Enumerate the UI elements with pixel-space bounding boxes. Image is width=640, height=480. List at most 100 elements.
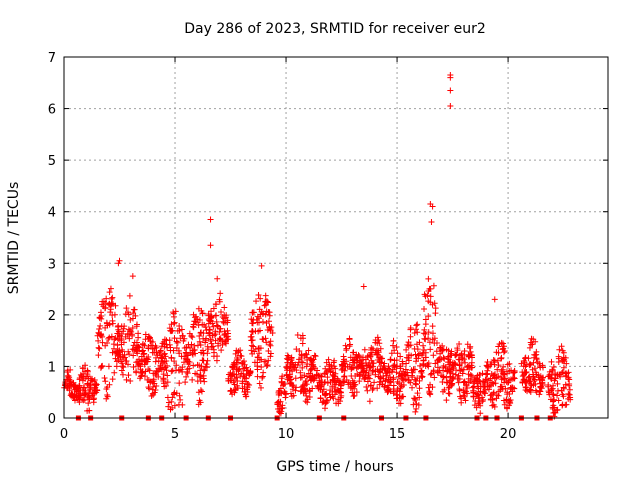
data-point: [485, 364, 492, 371]
data-point: [213, 357, 220, 364]
data-point: [195, 305, 202, 312]
data-point: [536, 377, 543, 384]
data-point: [326, 363, 333, 370]
data-point: [300, 386, 307, 393]
data-point: [256, 356, 263, 363]
data-point: [276, 408, 283, 415]
data-point: [174, 339, 181, 346]
data-point: [170, 309, 177, 316]
data-point: [527, 378, 534, 385]
data-point: [103, 319, 110, 326]
data-point: [414, 390, 421, 397]
data-point: [322, 371, 329, 378]
data-point: [526, 360, 533, 367]
data-point: [449, 370, 456, 377]
data-point: [471, 402, 478, 409]
data-point: [293, 384, 300, 391]
data-point: [123, 305, 130, 312]
data-point: [393, 343, 400, 350]
data-point: [487, 392, 494, 399]
data-point: [427, 371, 434, 378]
data-point: [233, 365, 240, 372]
data-point: [275, 399, 282, 406]
data-point: [384, 368, 391, 375]
data-point: [81, 368, 88, 375]
data-point: [239, 378, 246, 385]
data-point: [125, 361, 132, 368]
data-point: [532, 338, 539, 345]
data-point: [99, 333, 106, 340]
data-point: [256, 315, 263, 322]
data-point: [188, 341, 195, 348]
data-point: [465, 353, 472, 360]
data-point: [554, 380, 561, 387]
data-point: [207, 318, 214, 325]
data-point: [361, 376, 368, 383]
data-point: [476, 399, 483, 406]
data-point: [453, 351, 460, 358]
data-point: [186, 365, 193, 372]
data-point: [310, 356, 317, 363]
data-point: [113, 363, 120, 370]
data-point: [298, 351, 305, 358]
data-point: [288, 379, 295, 386]
data-point: [533, 348, 540, 355]
data-point: [530, 375, 537, 382]
data-point: [201, 378, 208, 385]
data-point: [294, 331, 301, 338]
data-point: [309, 385, 316, 392]
data-point: [129, 273, 136, 280]
data-point: [480, 379, 487, 386]
data-point: [523, 361, 530, 368]
data-point: [433, 348, 440, 355]
data-point: [372, 339, 379, 346]
x-tick-label: 0: [60, 427, 68, 442]
data-point: [155, 373, 162, 380]
data-point: [82, 387, 89, 394]
data-point: [504, 379, 511, 386]
data-point: [456, 341, 463, 348]
data-point: [456, 352, 463, 359]
data-point: [115, 260, 122, 267]
data-point: [120, 354, 127, 361]
data-point: [215, 342, 222, 349]
data-point: [91, 390, 98, 397]
data-point: [426, 389, 433, 396]
data-point: [416, 339, 423, 346]
data-point: [458, 395, 465, 402]
data-point: [500, 349, 507, 356]
data-point: [430, 282, 437, 289]
data-point: [407, 342, 414, 349]
data-point: [318, 373, 325, 380]
data-point: [411, 330, 418, 337]
data-point: [304, 357, 311, 364]
data-point: [190, 324, 197, 331]
data-point: [92, 384, 99, 391]
data-point: [67, 381, 74, 388]
data-point: [443, 397, 450, 404]
data-point: [222, 337, 229, 344]
data-point: [474, 377, 481, 384]
data-point: [111, 369, 118, 376]
data-point: [76, 376, 83, 383]
data-point: [350, 349, 357, 356]
data-point: [207, 242, 214, 249]
data-point: [399, 376, 406, 383]
data-point: [464, 363, 471, 370]
data-point: [526, 344, 533, 351]
data-point: [163, 367, 170, 374]
data-point: [95, 337, 102, 344]
data-point: [416, 394, 423, 401]
data-point: [393, 357, 400, 364]
data-point: [394, 350, 401, 357]
data-point: [266, 341, 273, 348]
data-point: [387, 356, 394, 363]
data-point: [101, 375, 108, 382]
data-point: [61, 382, 68, 389]
data-point: [446, 390, 453, 397]
data-point: [118, 335, 125, 342]
data-point: [552, 409, 559, 416]
data-point: [471, 379, 478, 386]
data-point: [76, 394, 83, 401]
data-point: [177, 396, 184, 403]
